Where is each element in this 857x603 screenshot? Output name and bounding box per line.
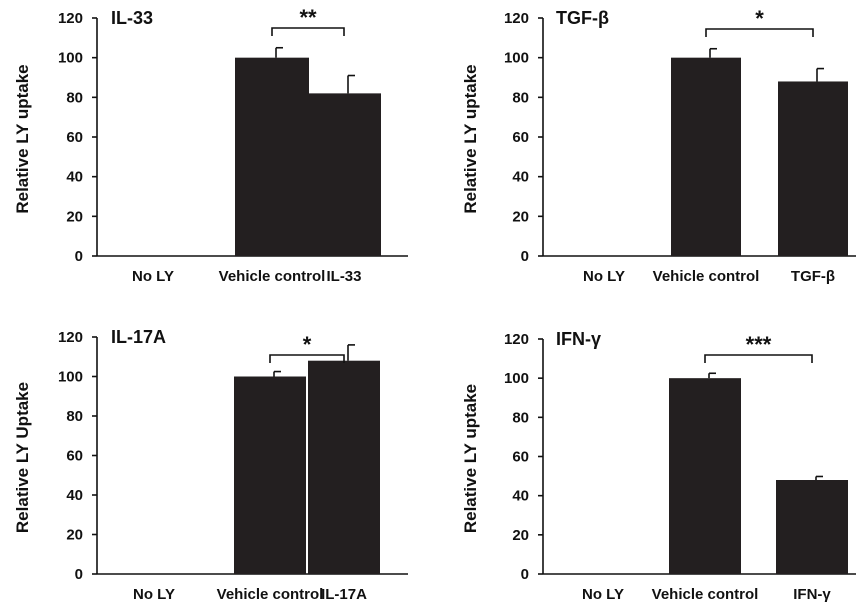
category-label: No LY (582, 586, 624, 603)
category-label: IFN-γ (793, 586, 831, 603)
y-tick-label: 60 (66, 448, 83, 465)
category-label: IL-33 (326, 268, 361, 285)
y-tick-label: 60 (512, 449, 529, 466)
category-label: Vehicle control (653, 268, 760, 285)
bar (235, 57, 309, 256)
bar (234, 376, 306, 574)
y-tick-label: 60 (66, 129, 83, 146)
category-label: Vehicle control (219, 268, 326, 285)
y-tick-label: 120 (504, 331, 529, 348)
category-label: Vehicle control (652, 586, 759, 603)
y-tick-label: 120 (58, 329, 83, 346)
y-tick-label: 100 (504, 370, 529, 387)
panel-title: IFN-γ (556, 329, 601, 349)
significance-label: *** (746, 332, 772, 357)
category-label: No LY (132, 268, 174, 285)
y-tick-label: 20 (512, 208, 529, 225)
significance-bracket (269, 354, 345, 363)
y-tick-label: 20 (512, 527, 529, 544)
y-tick-label: 80 (512, 409, 529, 426)
bar (308, 360, 380, 574)
chart-panel-1: 0 20 40 60 80 100 120 Relative LY uptake IL-33 No… (13, 5, 408, 285)
y-tick-label: 0 (75, 248, 83, 265)
y-tick-label: 80 (512, 89, 529, 106)
y-tick-label: 20 (66, 208, 83, 225)
y-tick-label: 40 (512, 488, 529, 505)
chart-panel-4: 0 20 40 60 80 100 120 Relative LY uptake IFN-γ No… (461, 329, 856, 603)
y-tick-label: 100 (504, 50, 529, 67)
y-axis-label: Relative LY uptake (461, 64, 480, 213)
y-tick-label: 20 (66, 527, 83, 544)
significance-label: * (303, 332, 312, 357)
significance-bracket (704, 354, 813, 363)
category-label: Vehicle control (217, 586, 324, 603)
y-tick-label: 40 (512, 169, 529, 186)
significance-bracket (705, 28, 814, 37)
y-tick-label: 120 (58, 10, 83, 27)
y-tick-label: 0 (75, 566, 83, 583)
panel-title: IL-17A (111, 327, 166, 347)
bar (776, 480, 848, 574)
bar (669, 378, 741, 574)
y-tick-label: 0 (521, 566, 529, 583)
y-axis-label: Relative LY uptake (461, 384, 480, 533)
category-label: TGF-β (791, 268, 835, 285)
y-tick-label: 40 (66, 169, 83, 186)
significance-label: ** (299, 5, 317, 30)
y-tick-label: 100 (58, 369, 83, 386)
category-label: IL-17A (321, 586, 367, 603)
y-tick-label: 0 (521, 248, 529, 265)
panel-title: IL-33 (111, 8, 153, 28)
bar (778, 81, 848, 256)
y-tick-label: 120 (504, 10, 529, 27)
y-tick-label: 80 (66, 408, 83, 425)
significance-label: * (755, 6, 764, 31)
category-label: No LY (583, 268, 625, 285)
chart-panel-2: 0 20 40 60 80 100 120 Relative LY uptake TGF-β No… (461, 6, 856, 285)
chart-panel-3: 0 20 40 60 80 100 120 Relative LY Uptake IL-17A N… (13, 327, 408, 603)
y-tick-label: 60 (512, 129, 529, 146)
significance-bracket (271, 27, 345, 36)
y-tick-label: 100 (58, 50, 83, 67)
y-tick-label: 40 (66, 487, 83, 504)
category-label: No LY (133, 586, 175, 603)
panel-title: TGF-β (556, 8, 609, 28)
y-tick-label: 80 (66, 89, 83, 106)
y-axis-label: Relative LY uptake (13, 64, 32, 213)
bar (671, 57, 741, 256)
bar (307, 93, 381, 256)
y-axis-label: Relative LY Uptake (13, 382, 32, 533)
